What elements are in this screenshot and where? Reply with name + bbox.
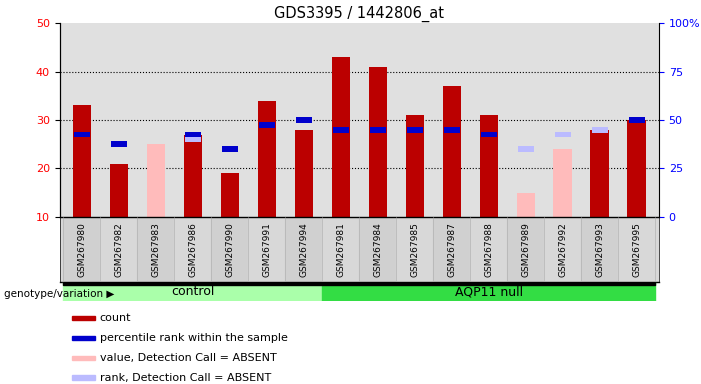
Bar	[72, 316, 95, 320]
Bar	[175, 217, 211, 282]
Text: count: count	[100, 313, 131, 323]
Bar	[359, 217, 396, 282]
Text: AQP11 null: AQP11 null	[455, 285, 523, 298]
Text: control: control	[171, 285, 215, 298]
Text: GSM267984: GSM267984	[373, 222, 382, 277]
Bar	[72, 336, 95, 340]
Bar	[481, 132, 496, 137]
Bar	[137, 217, 175, 282]
Bar	[72, 375, 95, 380]
Bar	[72, 106, 91, 217]
Text: GSM267995: GSM267995	[632, 222, 641, 277]
Bar	[63, 282, 655, 285]
Bar	[332, 57, 350, 217]
Bar	[109, 164, 128, 217]
Bar	[554, 149, 572, 217]
Bar	[248, 217, 285, 282]
Bar	[433, 217, 470, 282]
Bar	[294, 130, 313, 217]
Bar	[322, 282, 655, 301]
Bar	[370, 127, 386, 132]
Text: GSM267983: GSM267983	[151, 222, 161, 277]
Bar	[63, 217, 100, 282]
Text: GSM267981: GSM267981	[336, 222, 346, 277]
Text: GSM267985: GSM267985	[410, 222, 419, 277]
Bar	[508, 217, 544, 282]
Bar	[592, 127, 608, 132]
Text: GSM267992: GSM267992	[558, 222, 567, 277]
Bar	[544, 217, 581, 282]
Bar	[72, 356, 95, 361]
Text: GSM267980: GSM267980	[77, 222, 86, 277]
Bar	[221, 173, 239, 217]
Bar	[555, 132, 571, 137]
Bar	[185, 136, 200, 142]
Text: percentile rank within the sample: percentile rank within the sample	[100, 333, 287, 343]
Bar	[629, 117, 645, 123]
Text: GSM267991: GSM267991	[262, 222, 271, 277]
Text: GSM267994: GSM267994	[299, 222, 308, 277]
Bar	[590, 134, 609, 217]
Text: GSM267990: GSM267990	[225, 222, 234, 277]
Bar	[479, 115, 498, 217]
Bar	[333, 127, 348, 132]
Text: GSM267993: GSM267993	[595, 222, 604, 277]
Bar	[285, 217, 322, 282]
Bar	[618, 217, 655, 282]
Text: rank, Detection Call = ABSENT: rank, Detection Call = ABSENT	[100, 372, 271, 382]
Bar	[590, 130, 609, 217]
Bar	[74, 132, 90, 137]
Bar	[405, 115, 424, 217]
Text: GSM267986: GSM267986	[189, 222, 197, 277]
Text: GSM267982: GSM267982	[114, 222, 123, 277]
Bar	[369, 67, 387, 217]
Bar	[581, 217, 618, 282]
Bar	[442, 86, 461, 217]
Bar	[470, 217, 508, 282]
Text: GSM267988: GSM267988	[484, 222, 494, 277]
Text: GSM267989: GSM267989	[522, 222, 530, 277]
Bar	[407, 127, 423, 132]
Text: GSM267987: GSM267987	[447, 222, 456, 277]
Title: GDS3395 / 1442806_at: GDS3395 / 1442806_at	[274, 5, 444, 22]
Bar	[296, 117, 312, 123]
Bar	[211, 217, 248, 282]
Bar	[259, 122, 275, 128]
Bar	[111, 141, 127, 147]
Bar	[184, 134, 202, 217]
Text: value, Detection Call = ABSENT: value, Detection Call = ABSENT	[100, 353, 276, 363]
Bar	[518, 146, 533, 152]
Bar	[185, 132, 200, 137]
Bar	[63, 282, 322, 301]
Bar	[444, 127, 460, 132]
Bar	[147, 144, 165, 217]
Bar	[627, 120, 646, 217]
Bar	[517, 193, 535, 217]
Bar	[257, 101, 276, 217]
Bar	[100, 217, 137, 282]
Text: genotype/variation ▶: genotype/variation ▶	[4, 289, 114, 299]
Bar	[322, 217, 359, 282]
Bar	[222, 146, 238, 152]
Bar	[396, 217, 433, 282]
